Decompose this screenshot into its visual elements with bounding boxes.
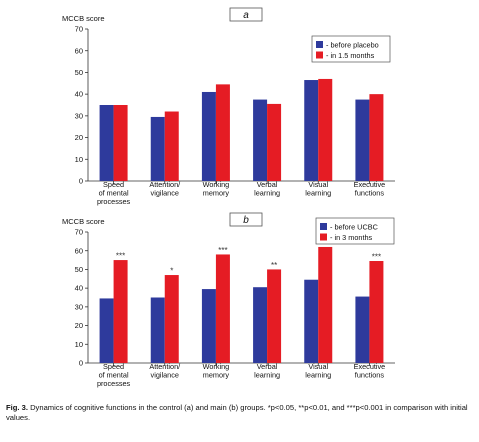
category-label: memory [203,189,230,198]
category-label: Working [203,180,230,189]
y-tick-label: 60 [75,46,83,55]
legend-entry: - in 3 months [330,233,373,242]
category-label: of mental [99,189,129,198]
category-label: Executive [354,180,386,189]
category-label: Attention/ [149,180,181,189]
category-label: Working [203,362,230,371]
y-tick-label: 20 [75,133,83,142]
legend-swatch [320,223,327,230]
category-label: Verbal [257,362,278,371]
y-axis-label: MCCB score [62,14,105,23]
bar-after [318,78,333,181]
category-label: learning [305,371,331,380]
panel-label-box [229,7,263,22]
bar-after [267,269,282,363]
y-tick-label: 40 [75,284,83,293]
category-label: learning [254,371,280,380]
caption-label: Fig. 3. [6,403,28,412]
bar-before [355,296,370,363]
category-label: Speed [103,180,124,189]
legend: - before UCBC - in 3 months [315,217,395,245]
category-label: Speed [103,362,124,371]
legend-box [315,217,395,245]
category-label: vigilance [151,371,179,380]
legend-swatch [316,51,323,59]
category-label: functions [355,371,385,380]
bar-before [201,289,216,363]
legend-entry: - in 1.5 months [326,51,375,60]
bar-before [253,99,268,181]
category-label: learning [254,189,280,198]
figure-caption: Fig. 3. Dynamics of cognitive functions … [6,403,472,423]
category-label: Visual [308,362,328,371]
category-label: Executive [354,362,386,371]
bar-after [164,275,179,363]
caption-text: Dynamics of cognitive functions in the c… [6,403,468,422]
category-label: processes [97,197,131,206]
significance-marker: *** [218,246,227,255]
legend-entry: - before placebo [326,40,379,49]
y-tick-label: 40 [75,90,83,99]
bar-after [369,94,384,181]
category-label: of mental [99,371,129,380]
legend-swatch [320,233,327,241]
category-label: vigilance [151,189,179,198]
bar-before [99,298,114,363]
y-tick-label: 30 [75,302,83,311]
y-tick-label: 0 [79,177,83,186]
bar-before [304,80,319,181]
legend-swatch [316,41,323,48]
bar-before [150,297,165,363]
significance-marker: *** [372,253,381,262]
bar-after [164,111,179,181]
significance-marker: *** [116,252,125,261]
bar-after [267,103,282,181]
y-tick-label: 50 [75,265,83,274]
bar-after [113,260,128,363]
bar-before [150,116,165,181]
bar-after [215,254,230,363]
legend: - before placebo - in 1.5 months [311,35,391,63]
category-label: processes [97,379,131,388]
y-tick-label: 60 [75,246,83,255]
bar-after [369,261,384,363]
y-tick-label: 70 [75,25,83,34]
bar-before [201,91,216,181]
bar-after [215,84,230,181]
significance-marker: * [170,267,173,276]
category-label: learning [305,189,331,198]
y-tick-label: 70 [75,228,83,237]
panel-label: b [243,215,249,226]
y-tick-label: 10 [75,340,83,349]
y-axis-label: MCCB score [62,217,105,226]
significance-marker: ** [271,261,277,270]
panel-label: a [243,10,249,21]
category-label: memory [203,371,230,380]
category-label: Attention/ [149,362,181,371]
bar-after [318,246,333,363]
bar-before [99,105,114,181]
y-tick-label: 10 [75,155,83,164]
bar-before [304,279,319,363]
y-tick-label: 0 [79,359,83,368]
y-tick-label: 20 [75,321,83,330]
legend-box [311,35,391,63]
y-tick-label: 30 [75,111,83,120]
legend-entry: - before UCBC [330,222,378,231]
panel-label-box [229,212,263,227]
category-label: functions [355,189,385,198]
bar-before [355,99,370,181]
category-label: Verbal [257,180,278,189]
bar-after [113,105,128,181]
bar-before [253,287,268,363]
category-label: Visual [308,180,328,189]
y-tick-label: 50 [75,68,83,77]
